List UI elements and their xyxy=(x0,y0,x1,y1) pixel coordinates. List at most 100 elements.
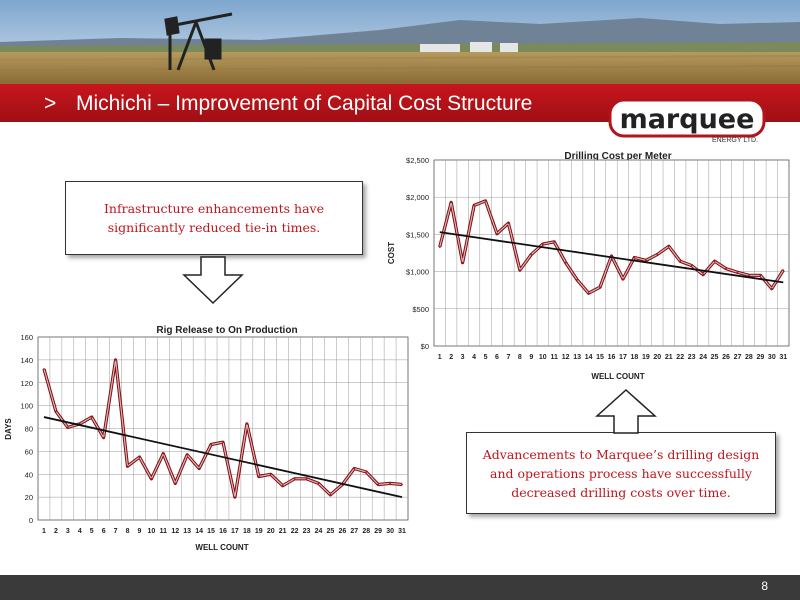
x-tick-label: 8 xyxy=(126,528,130,535)
x-tick-label: 17 xyxy=(619,354,627,361)
data-point xyxy=(484,200,487,202)
data-point xyxy=(293,477,296,480)
x-tick-label: 2 xyxy=(54,528,58,535)
x-tick-label: 18 xyxy=(631,354,639,361)
x-tick-label: 4 xyxy=(472,354,476,361)
x-tick-label: 30 xyxy=(768,354,776,361)
x-tick-label: 23 xyxy=(688,354,696,361)
x-tick-label: 1 xyxy=(42,528,46,535)
data-point xyxy=(576,278,579,281)
x-tick-label: 10 xyxy=(147,528,155,535)
y-tick-label: 100 xyxy=(20,402,33,411)
x-tick-label: 7 xyxy=(114,528,118,535)
data-point xyxy=(507,222,510,225)
y-tick-label: 160 xyxy=(20,333,33,342)
x-tick-label: 9 xyxy=(529,354,533,361)
x-tick-label: 6 xyxy=(102,528,106,535)
infrastructure-callout-text: Infrastructure enhancements have signifi… xyxy=(103,201,324,235)
data-point xyxy=(353,467,356,470)
x-tick-label: 17 xyxy=(231,528,239,535)
x-tick-label: 5 xyxy=(90,528,94,535)
x-tick-label: 13 xyxy=(183,528,191,535)
data-point xyxy=(599,286,601,289)
data-point xyxy=(317,482,320,485)
y-tick-label: 60 xyxy=(25,447,33,456)
data-point xyxy=(725,267,727,270)
x-tick-label: 10 xyxy=(539,354,547,361)
title-text: Michichi – Improvement of Capital Cost S… xyxy=(75,92,533,115)
y-tick-label: $2,000 xyxy=(406,193,429,202)
x-tick-label: 23 xyxy=(303,528,311,535)
x-tick-label: 31 xyxy=(779,354,787,361)
slide-title: > Michichi – Improvement of Capital Cost… xyxy=(44,92,532,116)
x-tick-label: 9 xyxy=(137,528,141,535)
x-tick-label: 5 xyxy=(484,354,488,361)
data-point xyxy=(770,287,773,290)
data-point xyxy=(329,493,332,496)
data-point xyxy=(162,452,165,455)
x-tick-label: 6 xyxy=(495,354,499,361)
data-point xyxy=(365,471,368,473)
data-point xyxy=(389,482,391,485)
data-point xyxy=(102,436,105,439)
y-tick-label: 40 xyxy=(25,470,33,479)
x-tick-label: 13 xyxy=(573,354,581,361)
x-tick-label: 28 xyxy=(362,528,370,535)
data-point xyxy=(222,441,224,444)
data-point xyxy=(656,253,659,256)
x-tick-label: 16 xyxy=(219,528,227,535)
x-tick-label: 29 xyxy=(756,354,764,361)
x-tick-label: 20 xyxy=(653,354,661,361)
x-tick-label: 19 xyxy=(255,528,263,535)
x-tick-label: 28 xyxy=(745,354,753,361)
data-point xyxy=(114,358,117,361)
logo-wordmark: marquee xyxy=(620,104,755,135)
title-marker: > xyxy=(44,92,57,115)
y-tick-label: 140 xyxy=(20,356,33,365)
data-point xyxy=(186,453,189,456)
x-tick-label: 7 xyxy=(506,354,510,361)
x-tick-label: 16 xyxy=(608,354,616,361)
x-tick-label: 15 xyxy=(596,354,604,361)
data-point xyxy=(257,475,260,478)
data-point xyxy=(401,483,403,486)
y-tick-label: $500 xyxy=(412,305,429,314)
y-tick-label: $1,500 xyxy=(406,230,429,239)
data-point xyxy=(281,484,284,487)
pumpjack-icon xyxy=(164,12,233,71)
data-point xyxy=(690,264,693,267)
page-number: 8 xyxy=(761,579,768,593)
data-point xyxy=(150,477,153,480)
data-point xyxy=(541,243,544,245)
data-point xyxy=(667,245,670,248)
trend-line xyxy=(43,416,403,499)
data-point xyxy=(305,477,308,480)
x-tick-label: 8 xyxy=(518,354,522,361)
x-tick-label: 27 xyxy=(734,354,742,361)
x-tick-label: 4 xyxy=(78,528,82,535)
x-tick-label: 31 xyxy=(398,528,406,535)
data-point xyxy=(564,261,567,264)
data-point xyxy=(66,426,69,429)
data-point xyxy=(553,240,556,243)
x-tick-label: 18 xyxy=(243,528,251,535)
drilling-callout: Advancements to Marquee’s drilling desig… xyxy=(466,432,776,514)
x-tick-label: 22 xyxy=(291,528,299,535)
data-point xyxy=(496,232,498,235)
data-point xyxy=(736,271,739,274)
y-tick-label: 20 xyxy=(25,493,33,502)
infrastructure-callout: Infrastructure enhancements have signifi… xyxy=(65,181,363,255)
x-tick-label: 29 xyxy=(374,528,382,535)
x-tick-label: 15 xyxy=(207,528,215,535)
x-axis-label: WELL COUNT xyxy=(591,372,644,381)
drilling-callout-text: Advancements to Marquee’s drilling desig… xyxy=(482,446,760,500)
drilling-cost-chart: Drilling Cost per Meter COST WELL COUNT … xyxy=(387,151,790,381)
data-point xyxy=(530,253,533,256)
data-point xyxy=(210,443,212,446)
x-tick-label: 30 xyxy=(386,528,394,535)
data-point xyxy=(622,278,624,280)
chart-title: Rig Release to On Production xyxy=(156,325,297,336)
data-point xyxy=(43,368,45,370)
x-tick-label: 26 xyxy=(722,354,730,361)
x-tick-label: 2 xyxy=(449,354,453,361)
